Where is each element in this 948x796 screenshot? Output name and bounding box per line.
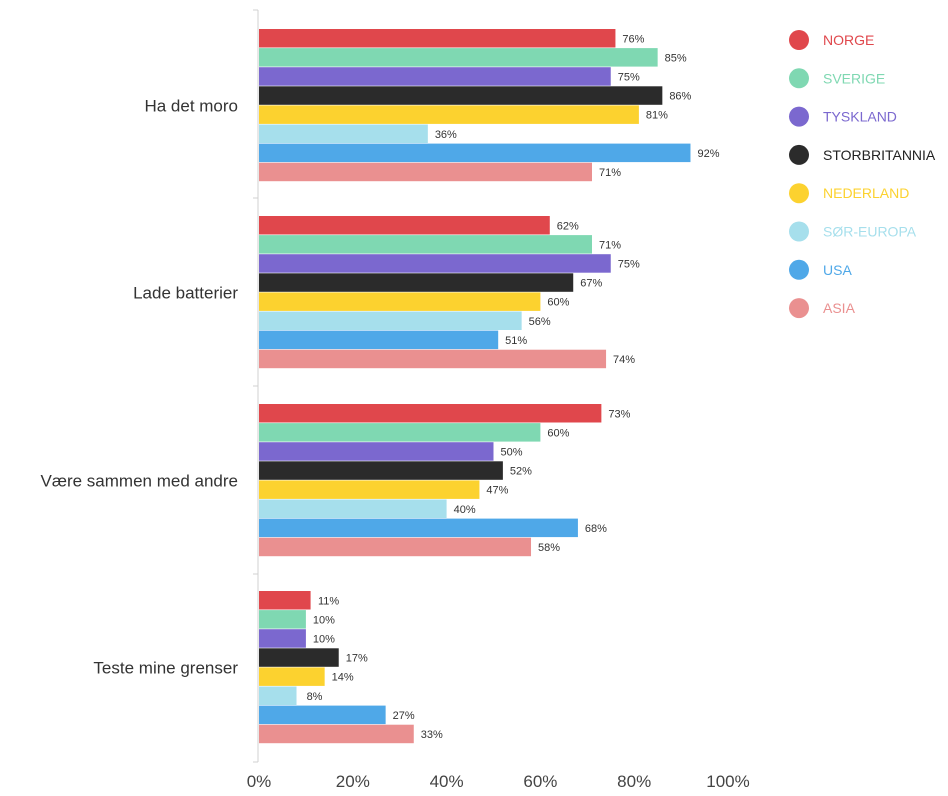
data-label: 17% [346, 653, 368, 665]
bar-tyskland-lade-batterier [259, 254, 611, 273]
legend-marker-sverige [789, 68, 809, 89]
data-label: 33% [421, 729, 443, 741]
data-label: 60% [547, 297, 569, 309]
legend-marker-tyskland [789, 106, 809, 127]
bar-nederland-ha-det-moro [259, 105, 639, 124]
legend-marker-usa [789, 259, 809, 280]
bar-storbritannia-lade-batterier [259, 273, 574, 292]
bar-usa-teste-mine-grenser [259, 705, 386, 725]
legend-marker-norge [789, 30, 809, 50]
data-label: 50% [500, 446, 522, 458]
data-label: 85% [665, 52, 687, 64]
legend-label-usa: USA [823, 262, 852, 278]
data-label: 76% [622, 33, 644, 45]
legend-label-tyskland: TYSKLAND [823, 109, 897, 125]
data-labels: 76% 85% 75% 86%81% 36% 92% 71% 62% 71% 75% 67% 60% 5… [307, 33, 720, 741]
bar-usa-ha-det-moro [259, 143, 691, 163]
legend-label-norge: NORGE [823, 32, 874, 48]
bar-storbritannia-teste-mine-grenser [259, 648, 339, 667]
data-label: 58% [538, 542, 560, 554]
x-tick-label: 40% [430, 772, 464, 791]
data-label: 10% [313, 633, 335, 645]
data-label: 62% [557, 220, 579, 232]
bar-asia-teste-mine-grenser [259, 724, 414, 744]
data-label: 86% [669, 91, 691, 103]
legend-marker-sor-europa [789, 221, 809, 242]
bar-asia-lade-batterier [259, 349, 607, 369]
bar-nederland-vaere-sammen-med-andre [259, 480, 480, 499]
data-label: 27% [393, 710, 415, 722]
bar-sverige-vaere-sammen-med-andre [259, 423, 541, 442]
bar-storbritannia-vaere-sammen-med-andre [259, 461, 503, 480]
bar-sverige-ha-det-moro [259, 48, 658, 67]
data-label: 10% [313, 614, 335, 626]
category-label-lade-batterier: Lade batterier [133, 283, 238, 302]
data-label: 14% [332, 672, 354, 684]
bar-sverige-teste-mine-grenser [259, 610, 306, 629]
legend-marker-nederland [789, 183, 809, 204]
bar-norge-vaere-sammen-med-andre [259, 404, 602, 423]
bar-tyskland-teste-mine-grenser [259, 629, 306, 648]
bar-usa-vaere-sammen-med-andre [259, 518, 578, 538]
legend-label-storbritannia: STORBRITANNIA [823, 147, 936, 163]
bar-sverige-lade-batterier [259, 235, 592, 254]
data-label: 36% [435, 129, 457, 141]
bar-norge-teste-mine-grenser [259, 591, 311, 610]
bar-norge-lade-batterier [259, 216, 550, 235]
data-label: 47% [486, 485, 508, 497]
data-label: 51% [505, 335, 527, 347]
legend-label-asia: ASIA [823, 300, 856, 316]
data-label: 68% [585, 523, 607, 535]
data-label: 71% [599, 239, 621, 251]
x-tick-label: 0% [247, 772, 272, 791]
category-label-vaere-sammen-med-andre: Være sammen med andre [41, 471, 238, 490]
bar-usa-lade-batterier [259, 330, 499, 350]
data-label: 75% [618, 71, 640, 83]
bar-asia-ha-det-moro [259, 162, 592, 182]
bars [259, 29, 691, 744]
bar-nederland-teste-mine-grenser [259, 667, 325, 686]
category-label-ha-det-moro: Ha det moro [144, 96, 238, 115]
data-label: 56% [529, 316, 551, 328]
bar-tyskland-vaere-sammen-med-andre [259, 442, 494, 461]
legend-label-nederland: NEDERLAND [823, 185, 909, 201]
legend-label-sverige: SVERIGE [823, 70, 885, 86]
legend-marker-asia [789, 298, 809, 319]
bar-sor-europa-ha-det-moro [259, 124, 428, 143]
x-tick-label: 20% [336, 772, 370, 791]
data-label: 75% [618, 258, 640, 270]
data-label: 52% [510, 466, 532, 478]
bar-sor-europa-lade-batterier [259, 311, 522, 330]
axes: Ha det moro Lade batterier Være sammen med… [41, 9, 750, 791]
bar-sor-europa-vaere-sammen-med-andre [259, 499, 447, 518]
bar-norge-ha-det-moro [259, 29, 616, 48]
legend-marker-storbritannia [789, 144, 809, 165]
bar-nederland-lade-batterier [259, 292, 541, 311]
data-label: 92% [697, 148, 719, 160]
legend: NORGE SVERIGE TYSKLAND STORBRITANNIA NEDERLA… [789, 30, 936, 319]
bar-asia-vaere-sammen-med-andre [259, 537, 532, 557]
data-label: 74% [613, 354, 635, 366]
x-tick-label: 60% [523, 772, 557, 791]
data-label: 67% [580, 278, 602, 290]
data-label: 60% [547, 427, 569, 439]
data-label: 81% [646, 110, 668, 122]
x-tick-label: 80% [617, 772, 651, 791]
data-label: 11% [318, 595, 339, 607]
data-label: 71% [599, 167, 621, 179]
category-label-teste-mine-grenser: Teste mine grenser [93, 658, 238, 677]
bar-sor-europa-teste-mine-grenser [259, 686, 297, 705]
x-tick-label: 100% [706, 772, 749, 791]
bar-tyskland-ha-det-moro [259, 67, 611, 86]
bar-storbritannia-ha-det-moro [259, 86, 663, 105]
data-label: 40% [454, 504, 476, 516]
legend-label-sor-europa: SØR-EUROPA [823, 224, 917, 240]
data-label: 73% [608, 408, 630, 420]
data-label: 8% [307, 691, 323, 703]
